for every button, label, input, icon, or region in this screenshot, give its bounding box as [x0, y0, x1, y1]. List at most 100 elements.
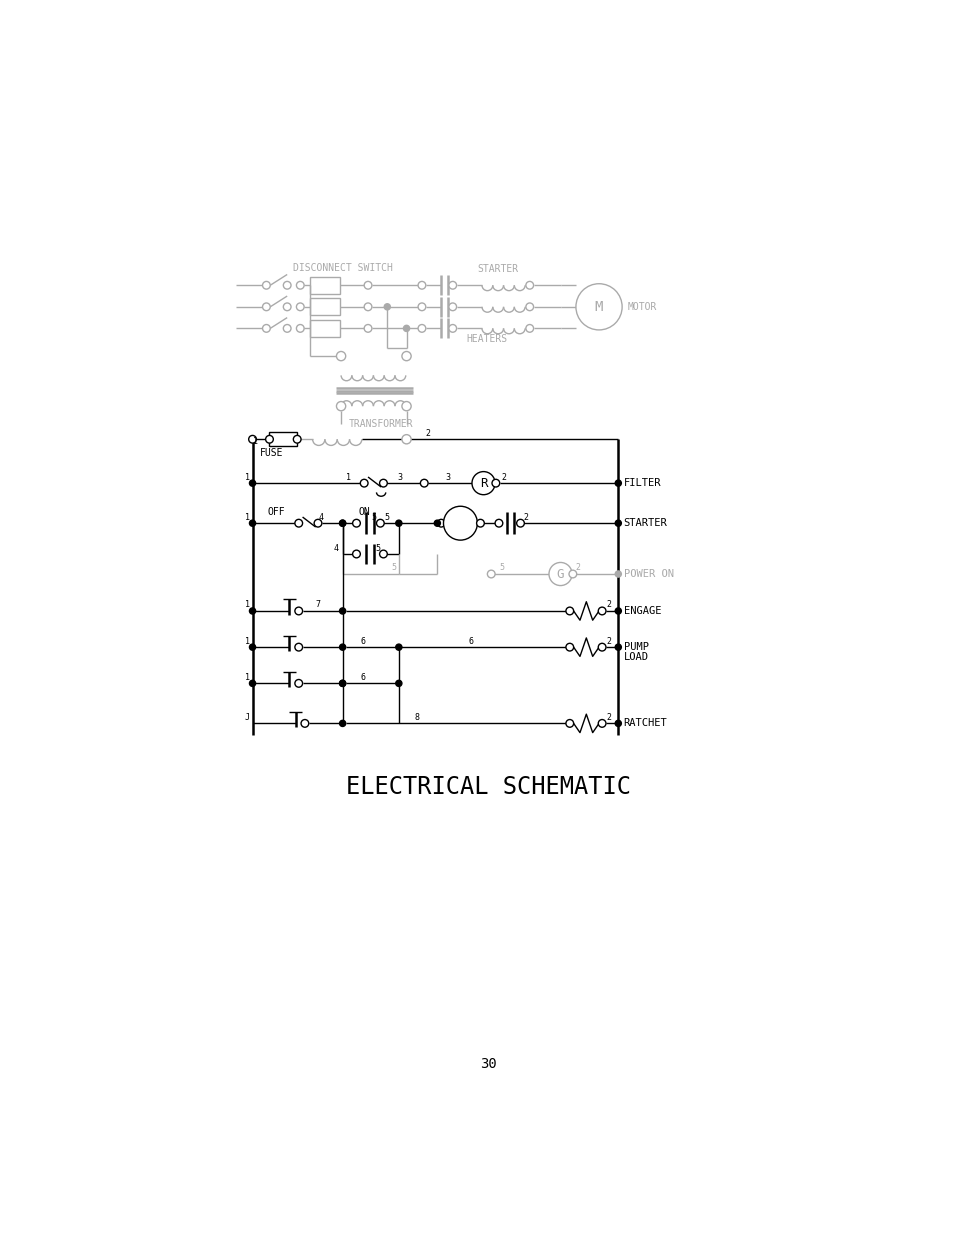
- Circle shape: [487, 571, 495, 578]
- Circle shape: [294, 520, 302, 527]
- Circle shape: [339, 680, 345, 687]
- Circle shape: [568, 571, 577, 578]
- Text: 4: 4: [318, 513, 323, 521]
- Circle shape: [615, 571, 620, 577]
- Circle shape: [395, 520, 401, 526]
- Bar: [269, 432, 297, 446]
- Text: 2: 2: [606, 600, 611, 609]
- Text: 6: 6: [360, 636, 365, 646]
- Circle shape: [249, 608, 255, 614]
- Circle shape: [472, 472, 495, 495]
- Text: 5: 5: [372, 513, 376, 521]
- Text: FILTER: FILTER: [623, 478, 660, 488]
- Text: 3: 3: [444, 473, 450, 482]
- Text: RATCHET: RATCHET: [623, 719, 667, 729]
- Circle shape: [449, 303, 456, 311]
- Text: TRANSFORMER: TRANSFORMER: [349, 419, 413, 429]
- Circle shape: [384, 304, 390, 310]
- Text: POWER ON: POWER ON: [623, 569, 673, 579]
- Circle shape: [615, 520, 620, 526]
- Text: 5: 5: [498, 563, 503, 572]
- Circle shape: [598, 643, 605, 651]
- Text: 7: 7: [315, 600, 320, 609]
- Circle shape: [336, 401, 345, 411]
- Text: 2: 2: [500, 473, 506, 482]
- Circle shape: [353, 520, 360, 527]
- Circle shape: [443, 506, 476, 540]
- Circle shape: [565, 720, 573, 727]
- Circle shape: [598, 608, 605, 615]
- Circle shape: [296, 282, 304, 289]
- Circle shape: [265, 436, 274, 443]
- Circle shape: [314, 520, 321, 527]
- Circle shape: [283, 325, 291, 332]
- Circle shape: [401, 435, 411, 443]
- Circle shape: [476, 520, 484, 527]
- Circle shape: [339, 520, 345, 526]
- Circle shape: [360, 479, 368, 487]
- Circle shape: [417, 303, 425, 311]
- Circle shape: [434, 520, 440, 526]
- Circle shape: [565, 608, 573, 615]
- Circle shape: [339, 645, 345, 651]
- Text: STARTER: STARTER: [623, 519, 667, 529]
- Circle shape: [417, 282, 425, 289]
- Circle shape: [598, 720, 605, 727]
- Text: 30: 30: [480, 1057, 497, 1072]
- Circle shape: [449, 282, 456, 289]
- Text: 2: 2: [425, 429, 431, 437]
- Circle shape: [293, 436, 301, 443]
- Circle shape: [576, 284, 621, 330]
- Circle shape: [296, 303, 304, 311]
- Text: 3: 3: [396, 473, 402, 482]
- Text: OFF: OFF: [268, 506, 285, 516]
- Text: 4: 4: [333, 545, 338, 553]
- Circle shape: [262, 282, 270, 289]
- Circle shape: [364, 303, 372, 311]
- Text: 6: 6: [360, 673, 365, 682]
- Circle shape: [565, 643, 573, 651]
- Circle shape: [249, 436, 256, 443]
- Circle shape: [615, 720, 620, 726]
- Circle shape: [262, 325, 270, 332]
- Circle shape: [379, 550, 387, 558]
- Bar: [309, 277, 340, 294]
- Circle shape: [364, 282, 372, 289]
- Text: 8: 8: [414, 713, 418, 721]
- Text: STARTER: STARTER: [476, 264, 518, 274]
- Bar: [309, 320, 340, 337]
- Circle shape: [283, 303, 291, 311]
- Text: 1: 1: [245, 600, 250, 609]
- Text: 5: 5: [384, 513, 389, 521]
- Circle shape: [283, 282, 291, 289]
- Circle shape: [492, 479, 499, 487]
- Circle shape: [339, 680, 345, 687]
- Circle shape: [615, 645, 620, 651]
- Text: 6: 6: [468, 636, 473, 646]
- Circle shape: [249, 480, 255, 487]
- Text: LOAD: LOAD: [623, 652, 648, 662]
- Text: FUSE: FUSE: [260, 448, 283, 458]
- Text: R: R: [479, 477, 487, 489]
- Text: 1: 1: [245, 514, 250, 522]
- Text: 1: 1: [346, 473, 351, 482]
- Text: MOTOR: MOTOR: [627, 301, 657, 311]
- Circle shape: [376, 520, 384, 527]
- Circle shape: [336, 352, 345, 361]
- Circle shape: [525, 282, 533, 289]
- Circle shape: [339, 608, 345, 614]
- Circle shape: [401, 401, 411, 411]
- Bar: [309, 299, 340, 315]
- Text: ENGAGE: ENGAGE: [623, 606, 660, 616]
- Circle shape: [615, 480, 620, 487]
- Circle shape: [395, 645, 401, 651]
- Text: 1: 1: [245, 473, 250, 482]
- Circle shape: [403, 325, 409, 331]
- Text: 5: 5: [391, 563, 395, 572]
- Circle shape: [395, 680, 401, 687]
- Circle shape: [379, 479, 387, 487]
- Circle shape: [436, 520, 444, 527]
- Circle shape: [249, 680, 255, 687]
- Circle shape: [401, 352, 411, 361]
- Text: 1: 1: [245, 636, 250, 646]
